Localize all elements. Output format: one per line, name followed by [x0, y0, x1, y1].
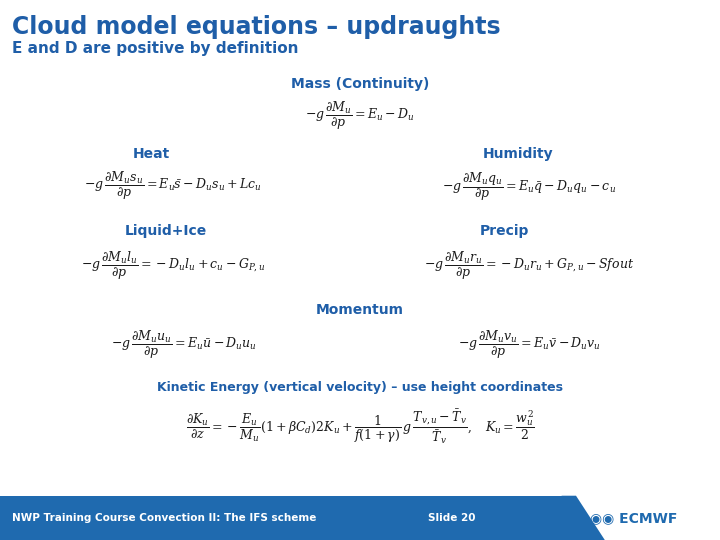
Text: Cloud model equations – updraughts: Cloud model equations – updraughts: [12, 15, 501, 39]
Text: Liquid+Ice: Liquid+Ice: [125, 224, 207, 238]
Text: NWP Training Course Convection II: The IFS scheme: NWP Training Course Convection II: The I…: [12, 513, 317, 523]
Text: $-g\,\dfrac{\partial M_u l_u}{\partial p} = -D_u l_u + c_u - G_{P,u}$: $-g\,\dfrac{\partial M_u l_u}{\partial p…: [81, 249, 265, 282]
Text: Humidity: Humidity: [483, 147, 554, 161]
Text: $-g\,\dfrac{\partial M_u q_u}{\partial p} = E_u\bar{q} - D_u q_u - c_u$: $-g\,\dfrac{\partial M_u q_u}{\partial p…: [442, 170, 616, 202]
Text: ◉◉ ECMWF: ◉◉ ECMWF: [590, 511, 678, 525]
Text: $-g\,\dfrac{\partial M_u v_u}{\partial p} = E_u\bar{v} - D_u v_u$: $-g\,\dfrac{\partial M_u v_u}{\partial p…: [458, 328, 600, 361]
Text: $-g\,\dfrac{\partial M_u r_u}{\partial p} = -D_u r_u + G_{P,u} - Sfout$: $-g\,\dfrac{\partial M_u r_u}{\partial p…: [424, 249, 634, 282]
Text: $-g\,\dfrac{\partial M_u u_u}{\partial p} = E_u\bar{u} - D_u u_u$: $-g\,\dfrac{\partial M_u u_u}{\partial p…: [111, 328, 256, 361]
Polygon shape: [562, 496, 605, 540]
Bar: [0, 496, 562, 540]
Text: Mass (Continuity): Mass (Continuity): [291, 77, 429, 91]
Text: E and D are positive by definition: E and D are positive by definition: [12, 40, 299, 56]
Text: Precip: Precip: [480, 224, 528, 238]
Text: Kinetic Energy (vertical velocity) – use height coordinates: Kinetic Energy (vertical velocity) – use…: [157, 381, 563, 394]
Text: $\dfrac{\partial K_u}{\partial z} = -\dfrac{E_u}{M_u}(1+\beta C_d)2K_u + \dfrac{: $\dfrac{\partial K_u}{\partial z} = -\df…: [186, 407, 534, 446]
Text: $-g\,\dfrac{\partial M_u s_u}{\partial p} = E_u\bar{s} - D_u s_u + Lc_u$: $-g\,\dfrac{\partial M_u s_u}{\partial p…: [84, 170, 261, 202]
Text: Momentum: Momentum: [316, 303, 404, 318]
Text: $-g\,\dfrac{\partial M_u}{\partial p} = E_u - D_u$: $-g\,\dfrac{\partial M_u}{\partial p} = …: [305, 100, 415, 132]
Text: Slide 20: Slide 20: [428, 513, 476, 523]
Text: Heat: Heat: [132, 147, 170, 161]
